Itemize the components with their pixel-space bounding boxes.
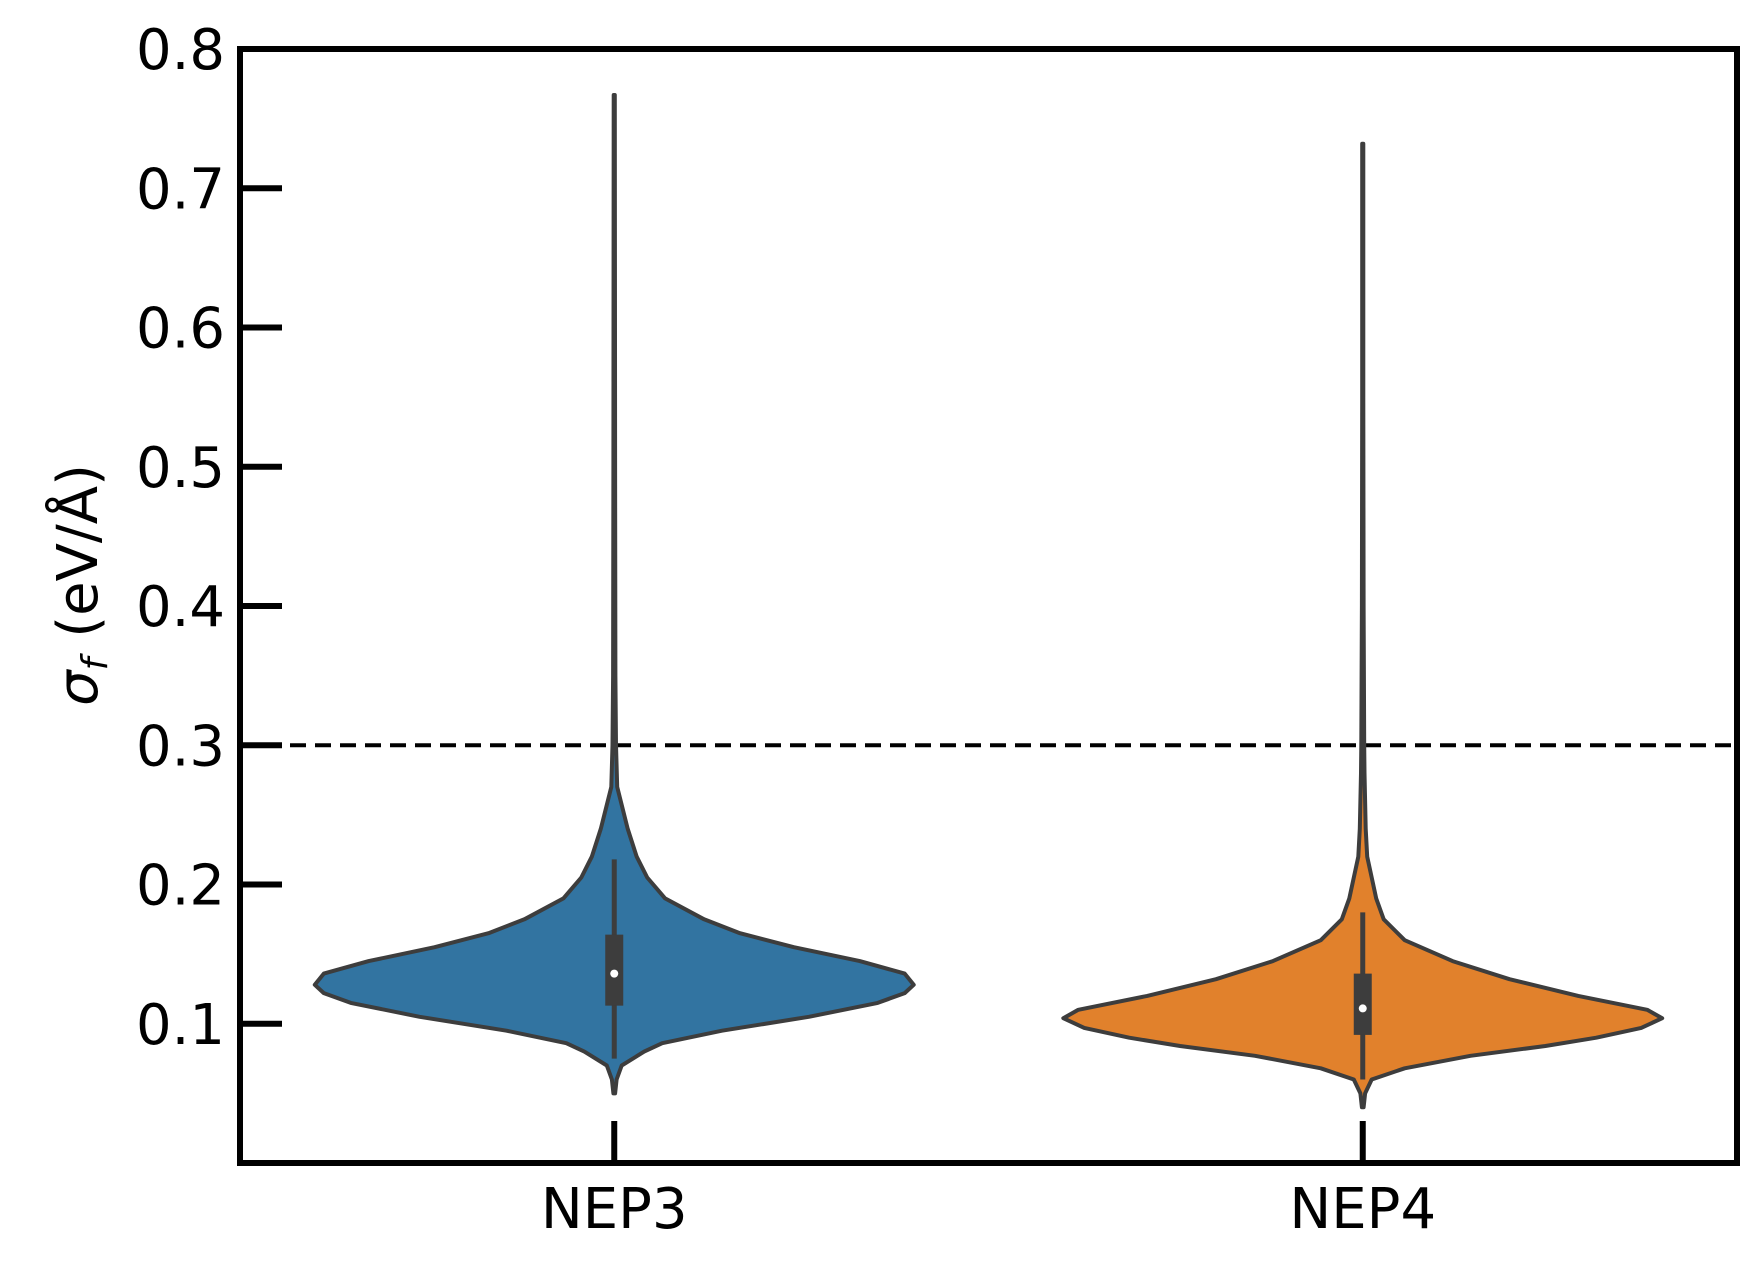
y-axis-symbol: σ [46, 669, 111, 706]
y-tick-label: 0.8 [136, 18, 225, 83]
y-tick-label: 0.2 [136, 854, 225, 919]
svg-text:σf(eV/Å): σf (eV/Å) [45, 464, 116, 706]
iqr-box-nep4 [1353, 973, 1372, 1035]
axes-layer: 0.1 0.2 0.3 0.4 0.5 0.6 0.7 0.8 NEP3 NEP4 [136, 18, 1740, 1242]
y-axis-subscript: f [75, 652, 116, 670]
x-tick-label-nep3: NEP3 [541, 1177, 688, 1242]
y-tick-label: 0.7 [136, 157, 225, 222]
x-tick-label-nep4: NEP4 [1289, 1177, 1436, 1242]
median-dot-nep4 [1358, 1004, 1367, 1013]
violins-layer [312, 93, 1665, 1110]
y-axis-unit: (eV/Å) [45, 464, 111, 638]
y-tick-label: 0.6 [136, 297, 225, 362]
y-tick-label: 0.4 [136, 575, 225, 640]
y-tick-label: 0.5 [136, 436, 225, 501]
median-dot-nep3 [610, 969, 619, 978]
y-tick-label: 0.1 [136, 993, 225, 1058]
y-axis-title: σf (eV/Å) [45, 464, 116, 706]
y-tick-label: 0.3 [136, 714, 225, 779]
violin-nep3 [312, 93, 916, 1096]
violin-nep4 [1061, 141, 1665, 1110]
